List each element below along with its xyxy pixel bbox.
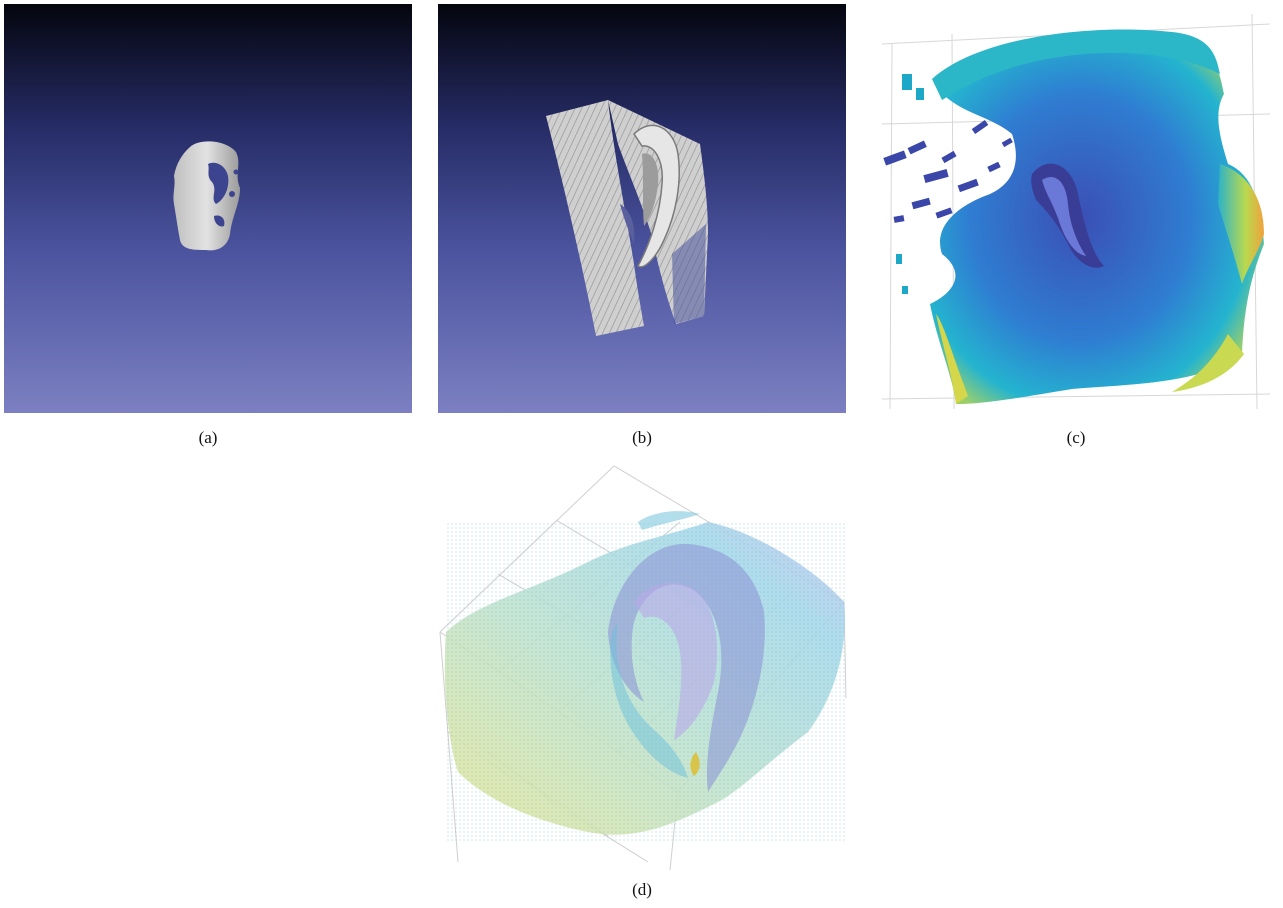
panel-d-point-cloud [438, 462, 847, 872]
hair-fragments [883, 119, 1013, 223]
ear-mesh-left-strip [546, 100, 644, 336]
ear-point-cloud [438, 462, 847, 872]
panel-a-render-view [4, 4, 412, 413]
caption-b: (b) [632, 428, 652, 447]
panel-b-render-view [438, 4, 846, 413]
caption-d: (d) [632, 880, 652, 899]
ear-helix-cloud [608, 543, 765, 792]
head-cloud [930, 31, 1264, 405]
panel-c-point-cloud [872, 4, 1280, 413]
head-mesh-render [4, 4, 412, 413]
ear-helix [633, 124, 680, 268]
head-point-cloud [872, 4, 1280, 413]
ear-mesh-render [438, 4, 846, 413]
caption-a: (a) [198, 428, 218, 447]
caption-c: (c) [1066, 428, 1086, 447]
